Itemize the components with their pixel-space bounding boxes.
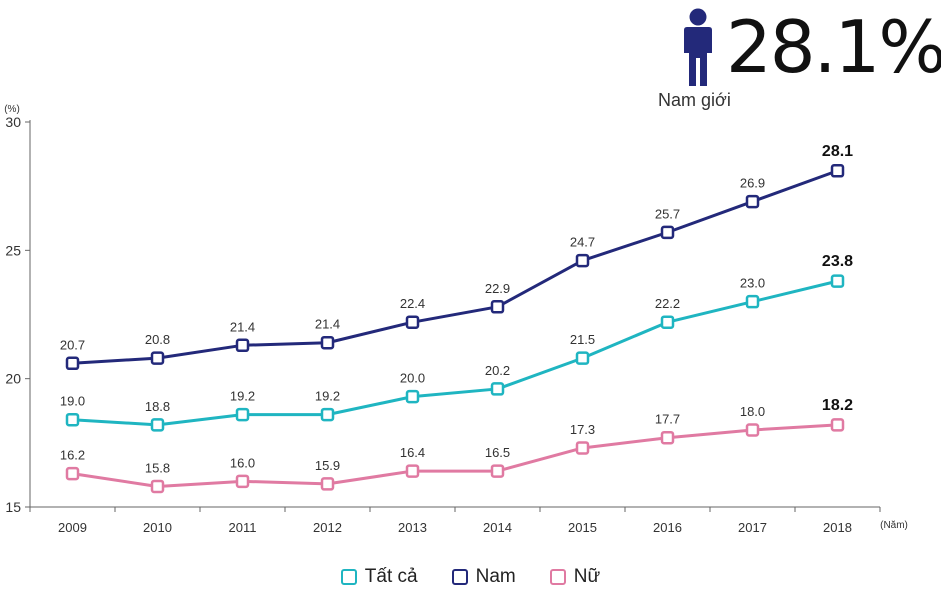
legend: Tất cả Nam Nữ xyxy=(0,566,941,588)
data-point xyxy=(490,300,505,314)
data-label: 19.2 xyxy=(230,389,255,404)
data-label: 24.7 xyxy=(570,235,595,250)
y-tick-label: 30 xyxy=(5,114,21,130)
data-label: 16.4 xyxy=(400,445,425,460)
series-line xyxy=(72,169,839,365)
data-label: 28.1 xyxy=(822,143,853,160)
data-label: 15.9 xyxy=(315,458,340,473)
data-label: 23.8 xyxy=(822,253,853,270)
headline: 28.1% xyxy=(676,8,941,86)
x-unit-label: (Năm) xyxy=(880,520,908,531)
data-point xyxy=(150,418,165,432)
data-point xyxy=(150,479,165,494)
data-label: 19.2 xyxy=(315,389,340,404)
x-tick-label: 2010 xyxy=(143,520,172,535)
legend-item: Tất cả xyxy=(340,566,418,588)
data-label: 23.0 xyxy=(740,276,765,291)
data-point xyxy=(405,389,420,404)
y-tick-label: 20 xyxy=(5,371,21,387)
y-unit-label: (%) xyxy=(4,104,20,115)
legend-swatch xyxy=(549,569,566,585)
legend-swatch xyxy=(340,569,357,585)
data-point xyxy=(830,418,845,432)
data-point xyxy=(830,274,845,288)
series-line xyxy=(72,279,838,427)
x-tick-label: 2011 xyxy=(229,520,257,535)
data-point xyxy=(745,294,760,309)
data-point xyxy=(235,474,250,489)
data-point xyxy=(490,464,505,478)
data-label: 18.0 xyxy=(740,404,765,419)
data-label: 18.8 xyxy=(145,399,170,414)
headline-label: Nam giới xyxy=(658,90,731,110)
legend-label: Tất cả xyxy=(364,566,418,587)
data-label: 20.0 xyxy=(400,371,425,386)
data-point xyxy=(575,441,590,455)
data-point xyxy=(65,356,80,371)
data-label: 20.2 xyxy=(485,363,510,378)
x-tick-label: 2016 xyxy=(653,520,682,535)
x-tick-label: 2018 xyxy=(823,520,852,535)
data-point xyxy=(320,477,335,491)
data-label: 15.8 xyxy=(145,460,170,475)
x-tick-label: 2009 xyxy=(58,520,87,535)
data-label: 21.4 xyxy=(230,319,255,334)
x-tick-label: 2013 xyxy=(398,520,427,535)
data-point xyxy=(745,194,760,209)
data-label: 18.2 xyxy=(822,397,853,414)
data-label: 20.7 xyxy=(60,337,85,352)
x-tick-label: 2012 xyxy=(313,520,342,535)
x-tick-label: 2015 xyxy=(568,520,597,535)
x-tick-label: 2014 xyxy=(483,520,512,535)
data-label: 22.2 xyxy=(655,296,680,311)
series-line xyxy=(72,423,838,488)
legend-item: Nam xyxy=(451,566,516,588)
data-label: 20.8 xyxy=(145,332,170,347)
data-label: 26.9 xyxy=(740,176,765,191)
legend-label: Nam xyxy=(475,566,516,587)
data-label: 21.4 xyxy=(315,317,340,332)
headline-value: 28.1% xyxy=(726,5,941,89)
data-point xyxy=(575,253,590,268)
data-point xyxy=(405,464,420,478)
y-tick-label: 25 xyxy=(5,242,21,258)
person-icon xyxy=(684,8,712,86)
data-point xyxy=(65,412,80,427)
data-point xyxy=(660,315,675,329)
data-point xyxy=(745,423,760,437)
data-label: 17.7 xyxy=(655,412,680,427)
data-point xyxy=(575,351,590,365)
data-point xyxy=(65,466,80,481)
data-label: 16.5 xyxy=(485,445,510,460)
data-label: 16.2 xyxy=(60,448,85,463)
data-label: 17.3 xyxy=(570,422,595,437)
x-tick-label: 2017 xyxy=(738,520,767,535)
legend-item: Nữ xyxy=(549,566,601,588)
data-label: 22.4 xyxy=(400,296,425,311)
data-point xyxy=(660,225,675,240)
data-point xyxy=(150,351,165,365)
data-point xyxy=(490,382,505,396)
data-label: 25.7 xyxy=(655,206,680,221)
data-point xyxy=(320,407,335,422)
data-label: 21.5 xyxy=(570,332,595,347)
data-label: 16.0 xyxy=(230,455,255,470)
data-point xyxy=(320,335,335,350)
data-label: 19.0 xyxy=(60,394,85,409)
y-tick-label: 15 xyxy=(5,499,21,515)
data-label: 22.9 xyxy=(485,281,510,296)
legend-label: Nữ xyxy=(573,566,601,587)
legend-swatch xyxy=(451,569,468,585)
data-point xyxy=(660,430,675,445)
data-point xyxy=(235,407,250,422)
data-point xyxy=(405,315,420,329)
line-chart: 15 20 25 30(%) 2009 2010 2011 2012 2013 2014 2015 2… xyxy=(4,104,908,535)
data-point xyxy=(830,164,845,178)
data-point xyxy=(235,338,250,353)
